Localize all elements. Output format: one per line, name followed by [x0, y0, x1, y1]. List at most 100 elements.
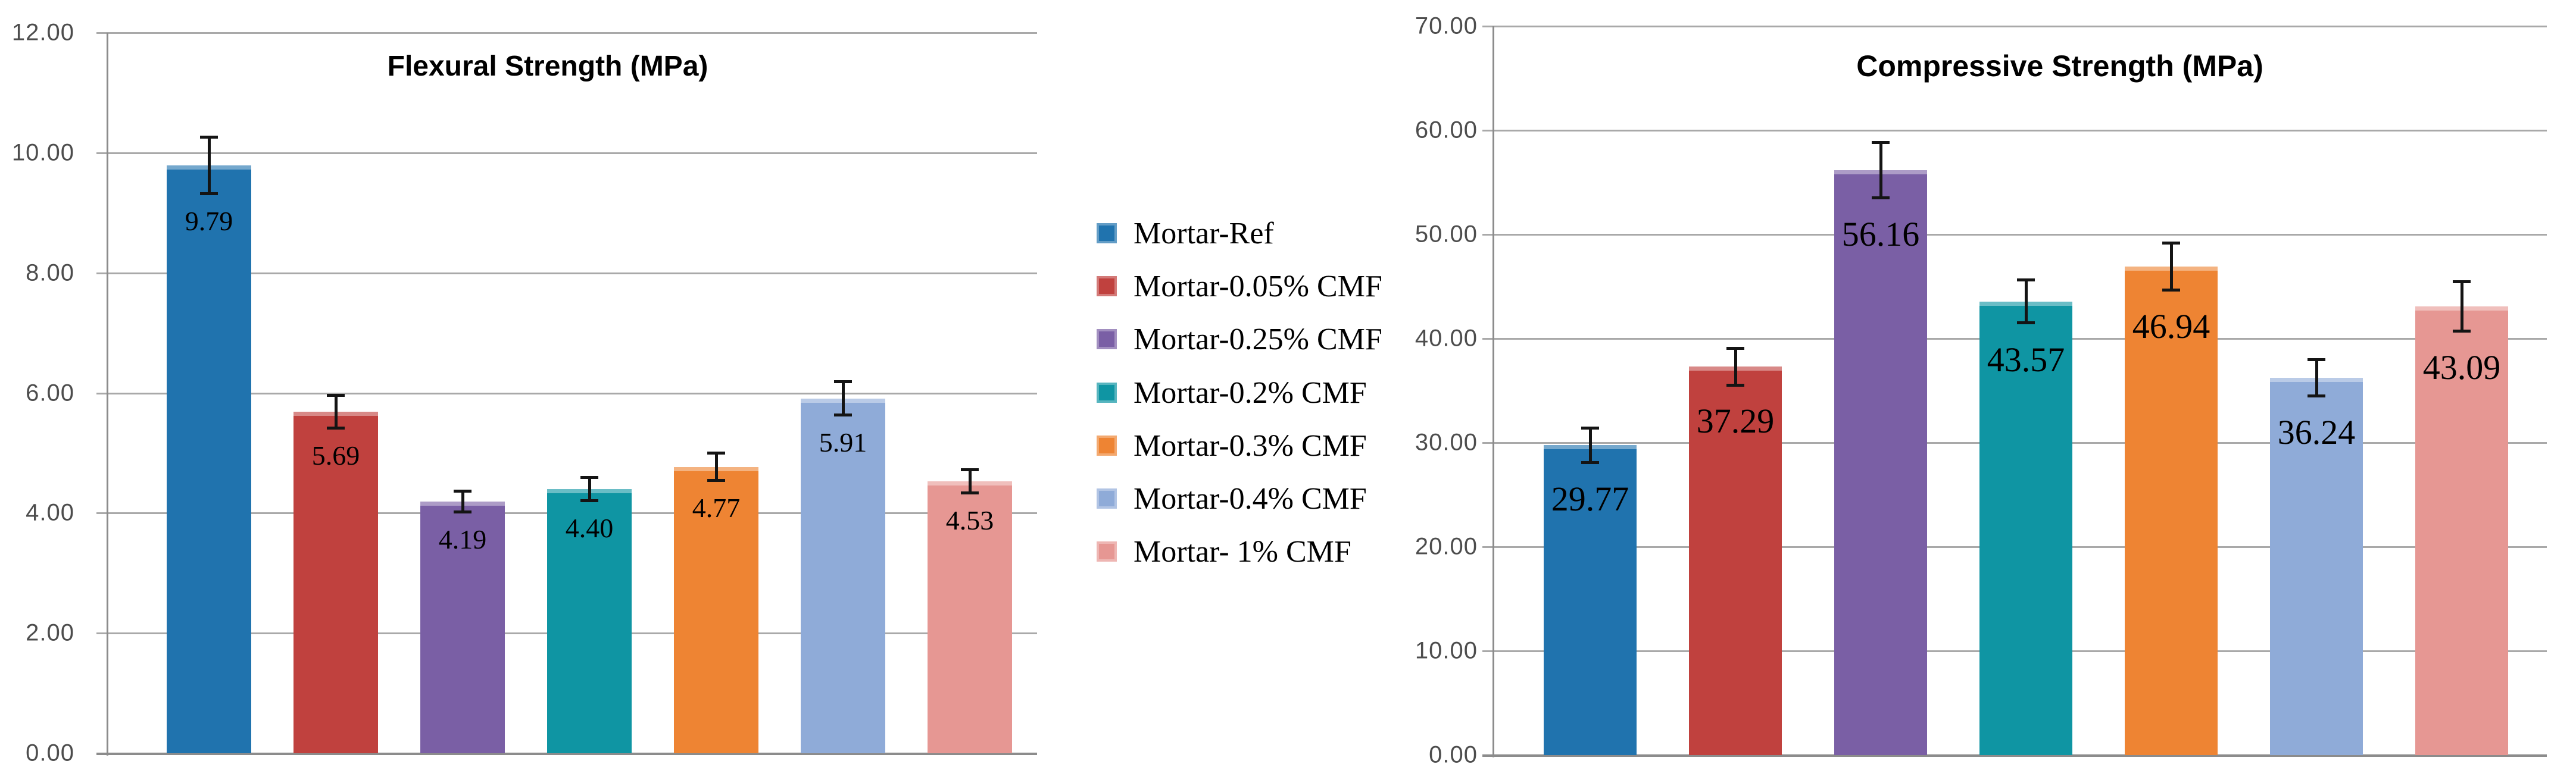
error-bar-cap-bottom	[2017, 321, 2035, 324]
y-axis	[107, 33, 108, 756]
y-tick-label: 4.00	[26, 499, 74, 526]
y-axis	[1492, 26, 1494, 757]
error-bar	[1879, 141, 1882, 199]
error-bar-cap-top	[580, 476, 598, 479]
error-bar	[2170, 242, 2173, 292]
bar-value-label: 43.57	[1987, 340, 2065, 379]
y-tick-label: 30.00	[1415, 429, 1478, 456]
legend-item: Mortar-0.25% CMF	[1097, 312, 1382, 366]
y-tick-label: 6.00	[26, 380, 74, 406]
error-bar	[715, 452, 718, 482]
bar-value-label: 4.53	[945, 505, 994, 535]
gridline	[1482, 130, 2547, 131]
legend-label: Mortar- 1% CMF	[1134, 534, 1351, 569]
bar-value-label: 4.19	[438, 524, 487, 555]
error-bar-cap-top	[834, 380, 852, 383]
error-bar-cap-bottom	[327, 427, 345, 430]
legend-swatch	[1097, 329, 1117, 349]
y-tick-label: 70.00	[1415, 12, 1478, 39]
legend-label: Mortar-0.3% CMF	[1134, 428, 1367, 463]
y-tick-label: 20.00	[1415, 533, 1478, 560]
error-bar	[335, 394, 338, 430]
y-tick-label: 12.00	[11, 19, 74, 46]
error-bar-cap-top	[454, 490, 472, 493]
bar	[674, 467, 758, 753]
legend-item: Mortar-0.4% CMF	[1097, 471, 1367, 526]
error-bar	[1734, 347, 1737, 387]
bar-value-label: 4.40	[565, 513, 614, 543]
bar	[2415, 306, 2508, 755]
gridline	[96, 152, 1037, 154]
error-bar-cap-top	[2162, 242, 2180, 245]
legend-item: Mortar-0.3% CMF	[1097, 418, 1367, 473]
legend-swatch	[1097, 436, 1117, 456]
bar	[1544, 445, 1637, 755]
gridline	[96, 272, 1037, 274]
bar-value-label: 29.77	[1551, 480, 1629, 518]
error-bar-cap-top	[200, 136, 218, 139]
chart-title: Compressive Strength (MPa)	[1856, 49, 2263, 83]
legend-label: Mortar-0.4% CMF	[1134, 481, 1367, 516]
gridline	[1482, 234, 2547, 236]
bar-value-label: 36.24	[2277, 413, 2356, 452]
legend-swatch	[1097, 541, 1117, 562]
error-bar	[461, 490, 464, 513]
gridline	[96, 32, 1037, 34]
bar-value-label: 46.94	[2132, 307, 2210, 346]
error-bar	[2461, 280, 2463, 333]
bar-value-label: 4.77	[692, 493, 741, 523]
bar	[801, 399, 885, 753]
legend-item: Mortar-0.2% CMF	[1097, 365, 1367, 420]
x-axis	[1482, 754, 2547, 757]
error-bar	[588, 476, 591, 502]
error-bar-cap-top	[961, 468, 979, 471]
y-tick-label: 2.00	[26, 619, 74, 646]
x-axis	[96, 753, 1037, 755]
error-bar-cap-top	[1872, 141, 1890, 144]
legend-item: Mortar-Ref	[1097, 206, 1274, 261]
bar-value-label: 37.29	[1696, 402, 1775, 440]
error-bar-cap-bottom	[1872, 196, 1890, 199]
legend-item: Mortar- 1% CMF	[1097, 524, 1351, 579]
bar	[547, 489, 632, 753]
error-bar	[2315, 358, 2318, 397]
legend-item: Mortar-0.05% CMF	[1097, 259, 1382, 314]
bar	[1689, 366, 1782, 755]
error-bar-cap-bottom	[2453, 330, 2471, 333]
y-tick-label: 0.00	[1429, 741, 1478, 768]
bar-value-label: 5.69	[311, 440, 360, 471]
legend-swatch	[1097, 276, 1117, 296]
error-bar-cap-top	[2308, 358, 2325, 361]
y-tick-label: 10.00	[11, 139, 74, 166]
error-bar-cap-bottom	[200, 192, 218, 195]
error-bar-cap-bottom	[2162, 289, 2180, 292]
bar	[1979, 302, 2072, 755]
error-bar-cap-top	[327, 394, 345, 397]
error-bar	[2025, 278, 2028, 324]
y-tick-label: 0.00	[26, 740, 74, 766]
legend-swatch	[1097, 488, 1117, 509]
y-tick-label: 8.00	[26, 259, 74, 286]
error-bar-cap-top	[2017, 278, 2035, 281]
error-bar-cap-bottom	[1726, 384, 1744, 387]
error-bar-cap-bottom	[2308, 394, 2325, 397]
legend-label: Mortar-0.25% CMF	[1134, 322, 1382, 356]
error-bar-cap-bottom	[961, 491, 979, 494]
legend-label: Mortar-Ref	[1134, 216, 1274, 250]
y-tick-label: 10.00	[1415, 637, 1478, 664]
error-bar-cap-bottom	[707, 479, 725, 482]
error-bar-cap-bottom	[834, 414, 852, 416]
error-bar	[208, 136, 211, 195]
y-tick-label: 40.00	[1415, 325, 1478, 352]
legend-label: Mortar-0.2% CMF	[1134, 375, 1367, 410]
error-bar	[1589, 427, 1592, 464]
error-bar	[969, 468, 972, 494]
legend-swatch	[1097, 223, 1117, 243]
legend-swatch	[1097, 383, 1117, 403]
bar	[928, 481, 1012, 753]
bar-value-label: 9.79	[185, 206, 233, 236]
legend-label: Mortar-0.05% CMF	[1134, 269, 1382, 303]
error-bar-cap-top	[2453, 280, 2471, 283]
bar-value-label: 5.91	[819, 427, 867, 458]
